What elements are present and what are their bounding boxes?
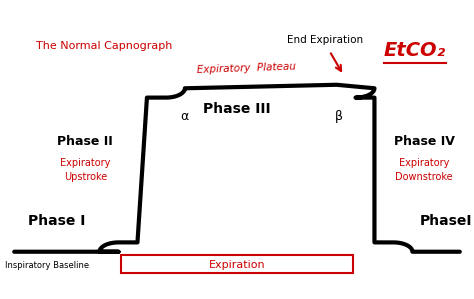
Text: PhaseI: PhaseI xyxy=(419,214,472,228)
Text: Source: Jrl Emerg Med © 2013 Elsevier, Inc: Source: Jrl Emerg Med © 2013 Elsevier, I… xyxy=(313,284,465,290)
Text: Expiratory
Downstroke: Expiratory Downstroke xyxy=(395,158,453,181)
Text: EtCO₂: EtCO₂ xyxy=(383,42,446,60)
Text: Phase III: Phase III xyxy=(203,102,271,116)
Text: Phase II: Phase II xyxy=(57,135,113,149)
Text: α: α xyxy=(181,110,189,123)
Text: Expiratory
Upstroke: Expiratory Upstroke xyxy=(60,158,110,181)
Text: Phase I: Phase I xyxy=(28,214,86,228)
Text: The Normal Capnograph: The Normal Capnograph xyxy=(36,41,173,51)
Text: End Expiration: End Expiration xyxy=(287,35,363,45)
Text: Expiration: Expiration xyxy=(209,260,265,270)
Text: β: β xyxy=(335,110,343,123)
Text: Inspiratory Baseline: Inspiratory Baseline xyxy=(5,260,89,269)
Text: Medscape: Medscape xyxy=(9,9,95,24)
Text: Phase IV: Phase IV xyxy=(394,135,455,149)
Text: Expiratory  Plateau: Expiratory Plateau xyxy=(197,62,296,75)
